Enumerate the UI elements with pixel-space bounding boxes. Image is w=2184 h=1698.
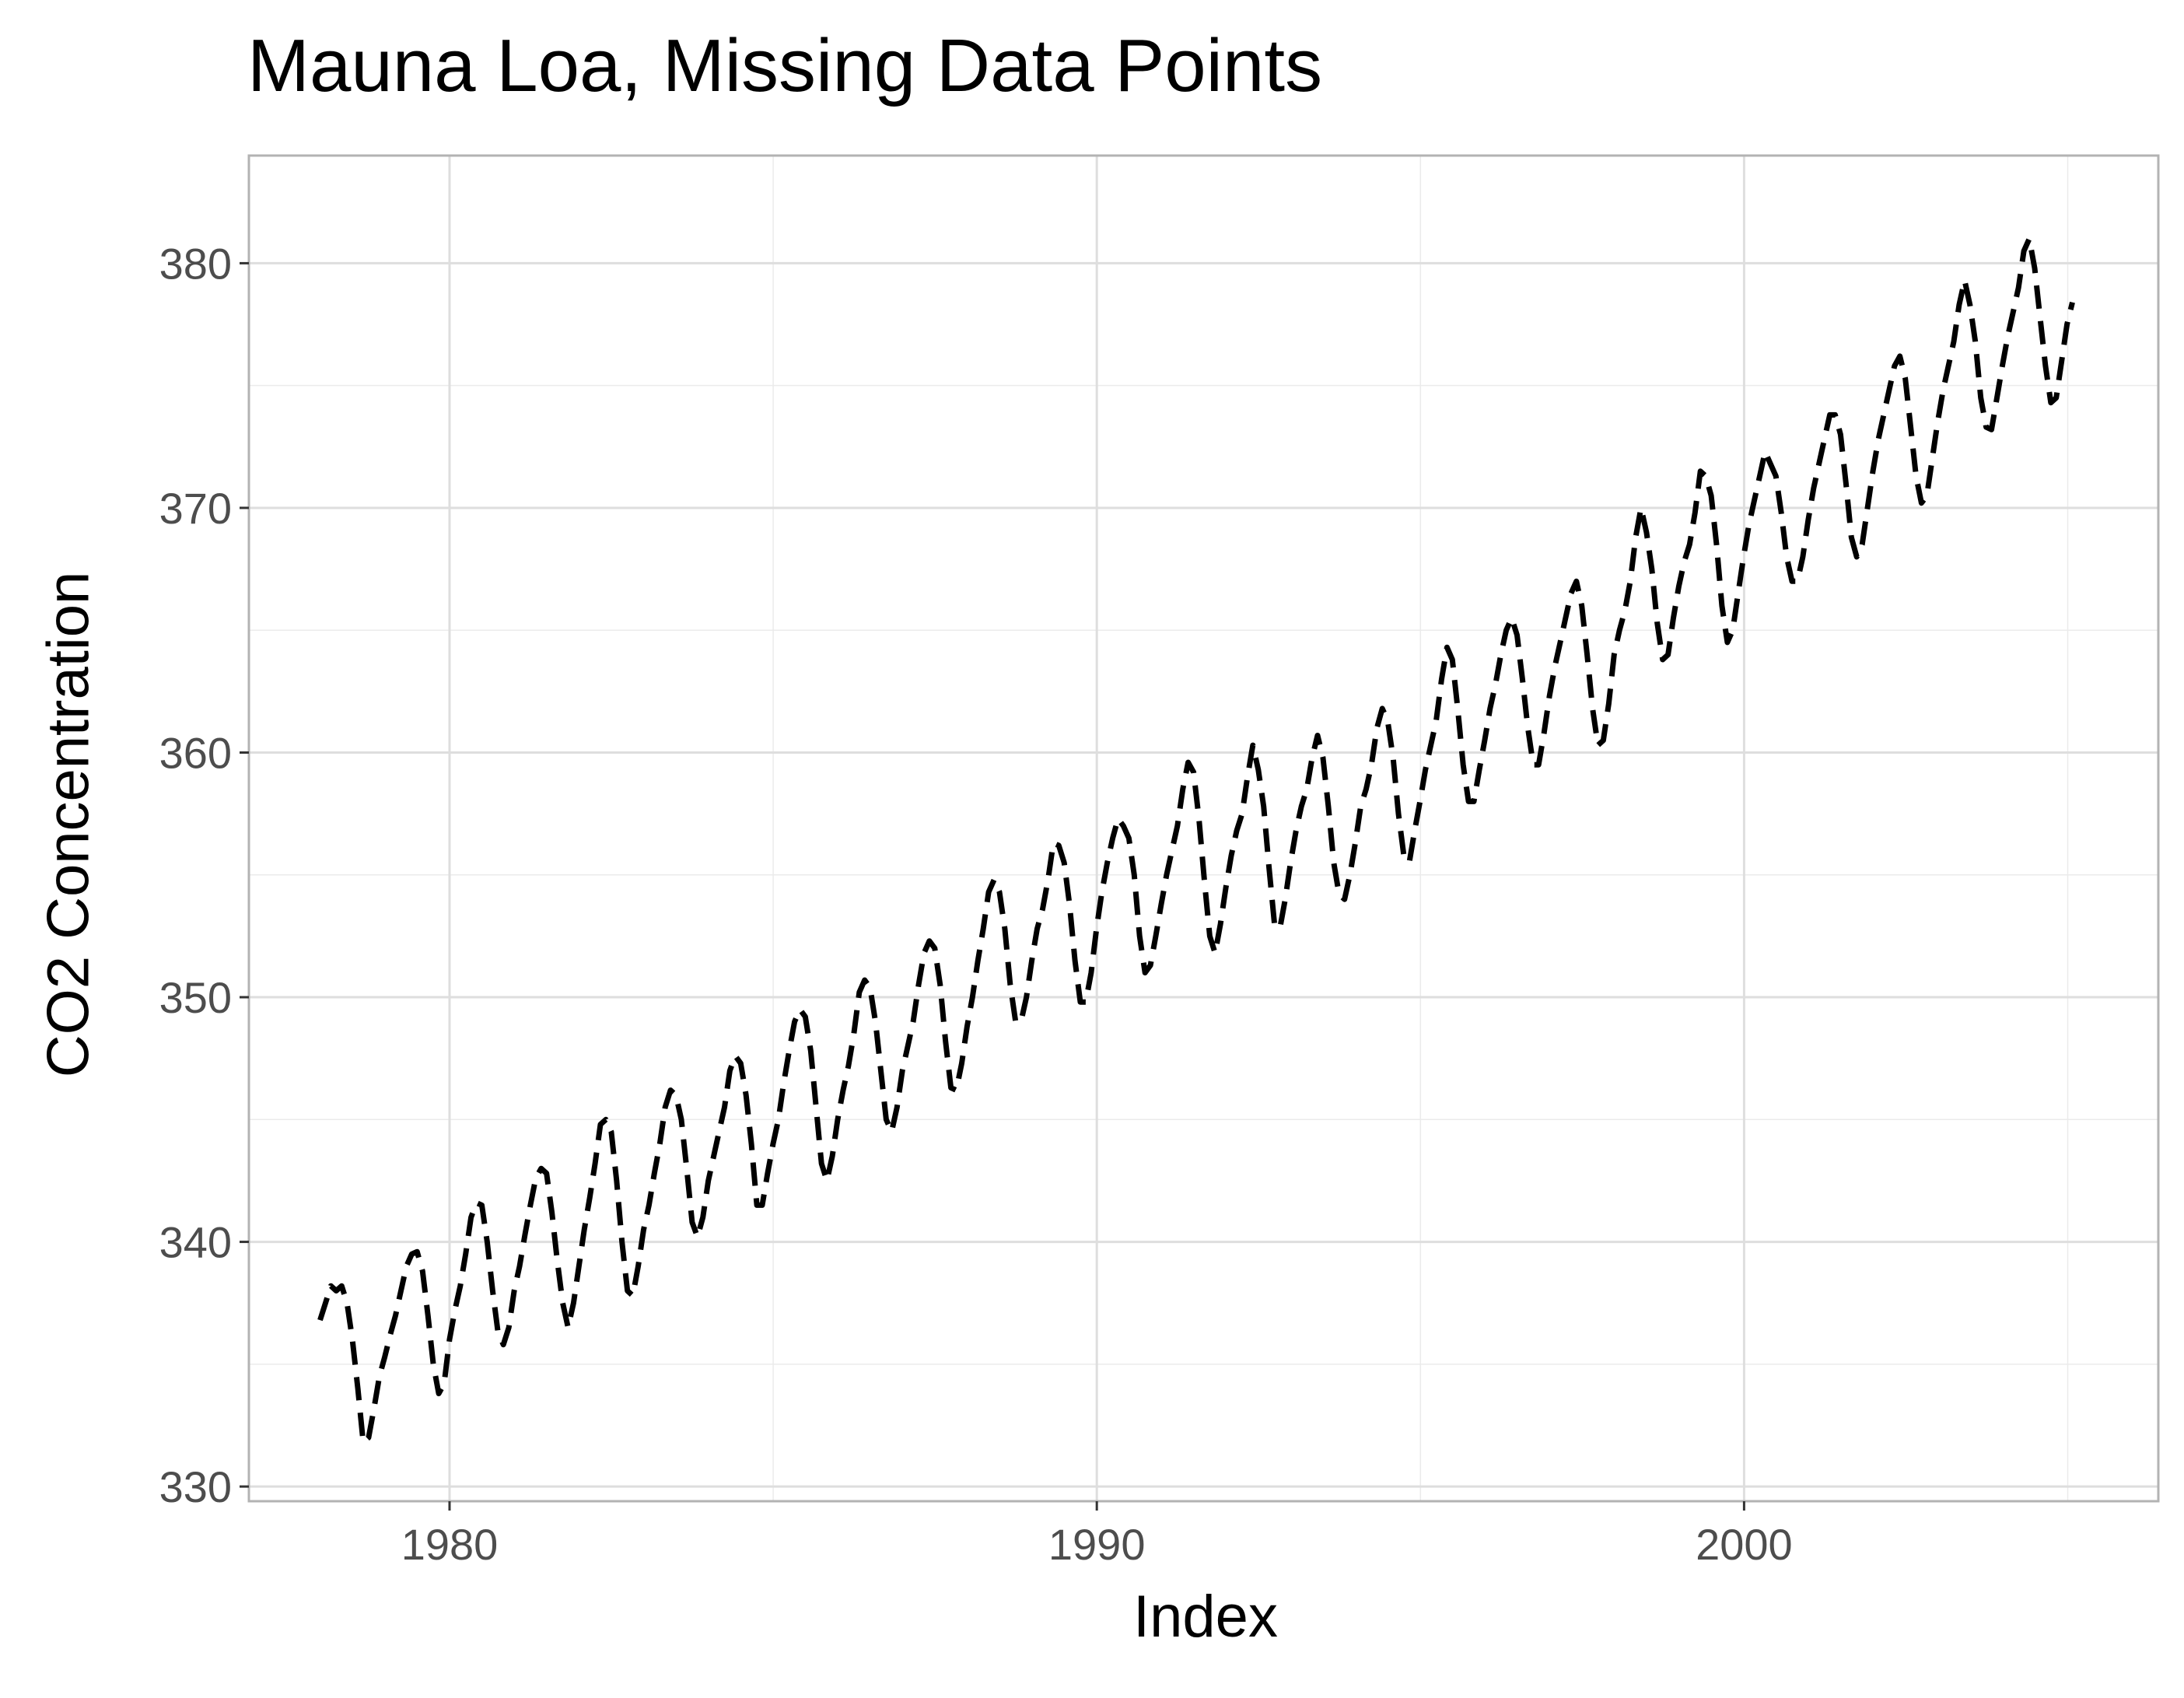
major-gridlines xyxy=(249,156,2158,1501)
y-tick-labels: 330 340 350 360 370 380 xyxy=(159,239,232,1511)
y-tick-label: 330 xyxy=(159,1462,232,1511)
y-tick-label: 360 xyxy=(159,728,232,777)
y-tick-label: 370 xyxy=(159,484,232,533)
plot-panel-border xyxy=(247,154,2160,1503)
x-tick-label: 1990 xyxy=(1048,1520,1146,1569)
x-tick-label: 1980 xyxy=(401,1520,499,1569)
x-axis-title: Index xyxy=(1133,1584,1278,1650)
axis-ticks xyxy=(240,261,1745,1511)
x-tick-labels: 1980 1990 2000 xyxy=(401,1520,1793,1569)
x-tick-label: 2000 xyxy=(1696,1520,1793,1569)
y-tick-label: 340 xyxy=(159,1218,232,1267)
y-tick-label: 350 xyxy=(159,973,232,1022)
chart-title: Mauna Loa, Missing Data Points xyxy=(247,24,1323,107)
co2-series-line xyxy=(317,236,2075,1445)
y-tick-label: 380 xyxy=(159,239,232,288)
minor-gridlines xyxy=(249,156,2158,1501)
